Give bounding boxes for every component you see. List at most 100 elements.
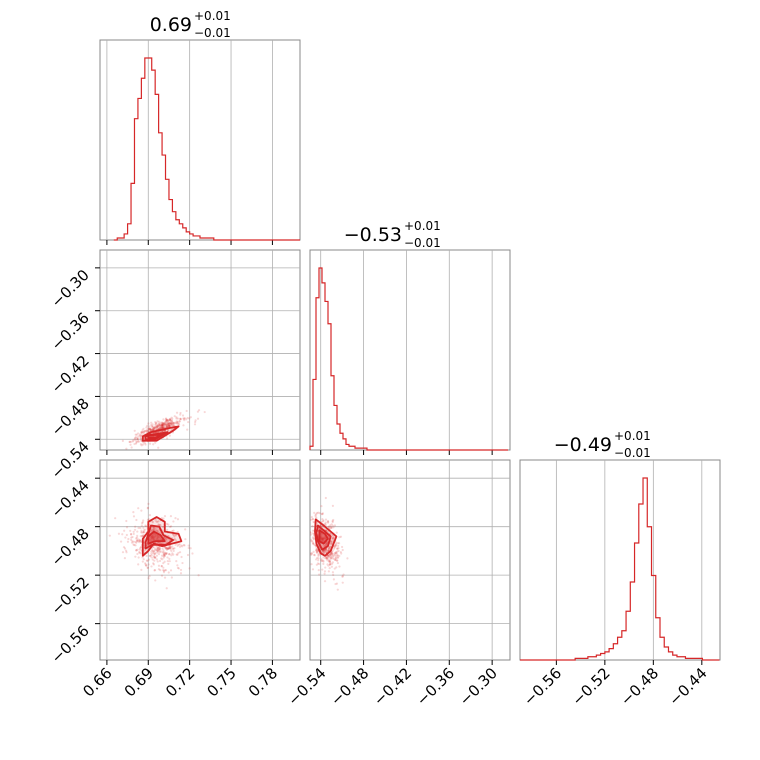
- sample-point: [320, 524, 323, 528]
- y-tick-label: −0.30: [48, 266, 93, 311]
- sample-point: [152, 556, 155, 559]
- sample-point: [135, 549, 138, 552]
- sample-point: [151, 549, 154, 552]
- sample-point: [130, 541, 134, 544]
- sample-point: [178, 543, 181, 546]
- sample-point: [152, 546, 155, 549]
- sample-point: [164, 423, 168, 426]
- sample-point: [171, 552, 174, 555]
- sample-point: [130, 446, 133, 449]
- sample-point: [157, 446, 160, 449]
- sample-point: [329, 557, 332, 560]
- sample-point: [156, 520, 159, 523]
- sample-point: [175, 553, 178, 556]
- histogram-frame-1: [309, 249, 511, 451]
- sample-point: [165, 419, 168, 422]
- sample-point: [310, 533, 312, 536]
- sample-point: [158, 523, 161, 527]
- sample-point: [181, 545, 184, 548]
- sample-point: [129, 529, 132, 532]
- sample-point: [136, 530, 139, 533]
- sample-point: [157, 550, 160, 553]
- sample-point: [140, 444, 143, 447]
- sample-point: [329, 524, 332, 527]
- sample-point: [188, 567, 191, 570]
- sample-point: [166, 547, 170, 550]
- sample-point: [179, 411, 182, 415]
- sample-point: [132, 439, 135, 442]
- sample-point: [174, 543, 177, 546]
- sample-point: [168, 423, 171, 427]
- sample-point: [176, 566, 180, 569]
- sample-point: [331, 552, 334, 555]
- sample-point: [160, 424, 164, 427]
- sample-point: [341, 575, 345, 578]
- sample-point: [123, 529, 126, 532]
- sample-point: [147, 422, 150, 425]
- sample-point: [142, 531, 145, 534]
- sample-point: [137, 440, 140, 443]
- sample-point: [155, 545, 158, 548]
- sample-point: [152, 563, 155, 566]
- sample-point: [161, 423, 164, 427]
- sample-point: [162, 424, 165, 427]
- sample-point: [179, 417, 182, 421]
- sample-point: [326, 554, 330, 557]
- sample-point: [163, 554, 166, 557]
- sample-point: [311, 529, 315, 532]
- sample-point: [179, 417, 182, 420]
- x-tick-label: 0.66: [79, 664, 115, 700]
- sample-point: [331, 504, 334, 507]
- sample-point: [156, 549, 159, 552]
- sample-point: [169, 569, 173, 572]
- sample-point: [168, 418, 172, 422]
- histogram-p1: [309, 267, 508, 451]
- sample-point: [168, 434, 171, 437]
- sample-point: [137, 539, 140, 543]
- sample-point: [327, 555, 330, 558]
- sample-point: [324, 521, 327, 524]
- sample-point: [325, 549, 328, 553]
- sample-point: [167, 424, 171, 427]
- sample-point: [330, 551, 333, 555]
- sample-point: [330, 555, 333, 559]
- sample-point: [148, 442, 152, 445]
- sample-point: [314, 515, 317, 518]
- sample-point: [327, 546, 331, 549]
- sample-point: [143, 430, 146, 433]
- sample-point: [152, 526, 155, 529]
- sample-point: [155, 426, 158, 429]
- sample-point: [169, 546, 173, 549]
- sample-point: [168, 552, 171, 556]
- sample-point: [332, 573, 335, 576]
- histogram-title-0: 0.69: [150, 14, 192, 36]
- sample-point: [169, 423, 172, 427]
- sample-point: [158, 559, 162, 563]
- sample-point: [152, 526, 156, 529]
- sample-point: [158, 550, 162, 554]
- sample-point: [310, 515, 313, 519]
- sample-point: [152, 550, 155, 553]
- sample-point: [130, 536, 133, 539]
- sample-point: [164, 420, 167, 424]
- sample-point: [305, 529, 307, 531]
- sample-point: [334, 541, 338, 544]
- sample-point: [144, 524, 147, 527]
- sample-point: [170, 423, 174, 426]
- sample-point: [170, 420, 173, 423]
- sample-point: [335, 552, 338, 555]
- sample-point: [329, 542, 332, 546]
- sample-point: [166, 556, 169, 559]
- sample-point: [176, 530, 179, 534]
- sample-point: [162, 418, 165, 421]
- contour-level-2: [147, 433, 163, 439]
- sample-point: [197, 574, 200, 577]
- sample-point: [313, 511, 316, 514]
- sample-point: [137, 440, 140, 443]
- x-tick-label: −0.56: [520, 664, 565, 709]
- y-tick-label: −0.56: [48, 622, 93, 667]
- sample-point: [140, 431, 144, 434]
- sample-point: [134, 555, 137, 558]
- sample-point: [144, 443, 147, 446]
- sample-point: [131, 440, 135, 443]
